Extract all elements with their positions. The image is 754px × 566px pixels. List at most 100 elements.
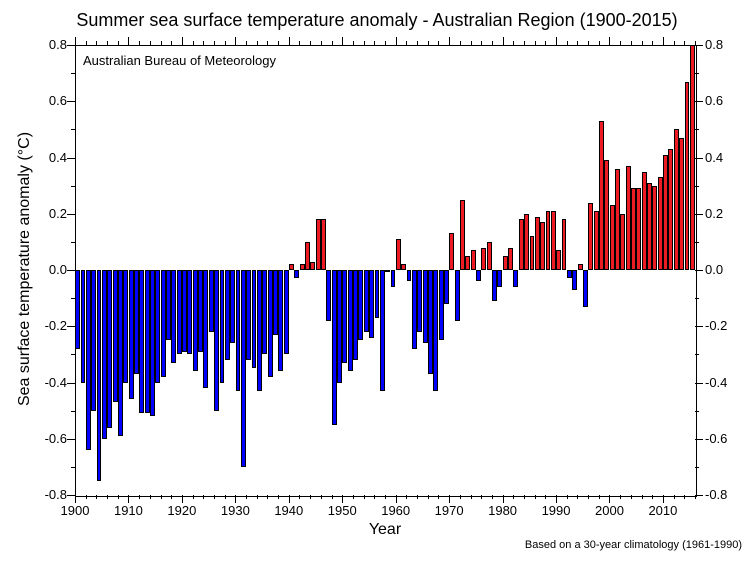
bar [257,270,262,391]
y-tick-label-left: -0.2 [27,318,67,333]
bar [417,270,422,332]
bar [391,270,396,287]
bar [139,270,144,413]
bar [685,82,690,270]
bar [198,270,203,352]
y-tick-label-right: 0.2 [705,206,745,221]
bar [273,270,278,335]
bar [380,270,385,391]
bar [567,270,572,278]
bar [294,270,299,278]
bar [97,270,102,481]
y-tick-label-right: 0.0 [705,262,745,277]
footnote: Based on a 30-year climatology (1961-199… [525,539,742,551]
bar [236,270,241,391]
y-tick-label-right: 0.4 [705,150,745,165]
x-tick-label: 1950 [322,503,362,518]
bar [86,270,91,450]
bar [305,242,310,270]
bar [348,270,353,371]
bar [551,211,556,270]
bar [214,270,219,411]
x-tick-label: 1940 [269,503,309,518]
source-annotation: Australian Bureau of Meteorology [83,53,276,68]
bar [444,270,449,304]
bar [81,270,86,383]
bar [134,270,139,374]
bar [562,219,567,270]
x-tick-label: 1990 [536,503,576,518]
x-tick-label: 2010 [643,503,683,518]
y-tick-label-left: -0.6 [27,431,67,446]
y-tick-label-right: -0.2 [705,318,745,333]
bar [369,270,374,338]
bar [321,219,326,270]
bar [278,270,283,371]
bar [230,270,235,343]
bar [530,236,535,270]
bar [439,270,444,340]
bar [225,270,230,360]
bar [316,219,321,270]
bar [166,270,171,340]
bar [171,270,176,363]
y-tick-label-left: 0.4 [27,150,67,165]
bar [155,270,160,383]
bar [663,155,668,270]
x-tick-label: 1930 [215,503,255,518]
bar [75,270,80,349]
bar [556,250,561,270]
bar [342,270,347,363]
bar [358,270,363,340]
bar [599,121,604,270]
bar [572,270,577,290]
bar [187,270,192,354]
bar [193,270,198,371]
bar [241,270,246,467]
x-tick-label: 1970 [429,503,469,518]
bar [145,270,150,413]
bar [626,166,631,270]
bar [268,270,273,377]
bar [102,270,107,439]
y-tick-label-left: 0.6 [27,93,67,108]
bar [471,250,476,270]
bar [492,270,497,301]
bar [428,270,433,374]
bar [674,129,679,270]
bar [481,248,486,271]
bar [252,270,257,368]
bar [535,217,540,270]
bar [620,214,625,270]
bar [353,270,358,360]
bar [455,270,460,321]
bar [524,214,529,270]
bar [396,239,401,270]
bar [289,264,294,270]
bar [412,270,417,349]
bar [519,219,524,270]
bar [652,186,657,270]
bar [476,270,481,281]
bar [401,264,406,270]
bar [604,160,609,270]
bar [150,270,155,416]
bar [407,270,412,281]
bar [123,270,128,383]
bar [385,270,390,272]
y-tick-label-left: 0.0 [27,262,67,277]
y-tick-label-right: -0.8 [705,487,745,502]
y-tick-label-left: -0.8 [27,487,67,502]
bar [647,183,652,270]
bar [503,256,508,270]
bar [679,138,684,270]
bar [337,270,342,383]
bar [310,262,315,270]
y-tick-label-left: -0.4 [27,375,67,390]
bar [209,270,214,332]
bar [129,270,134,399]
bar [182,270,187,352]
bar [262,270,267,354]
bar [113,270,118,402]
bar [668,149,673,270]
